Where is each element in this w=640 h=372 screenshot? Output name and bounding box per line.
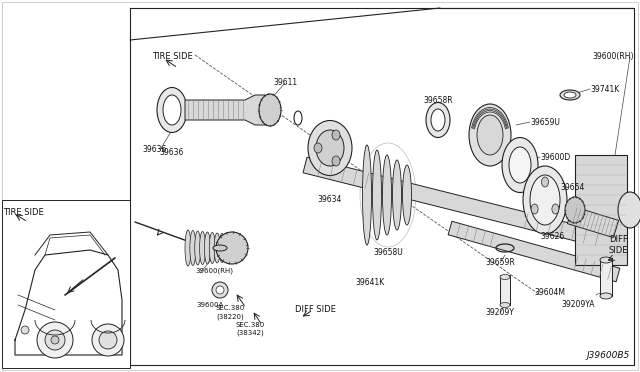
Bar	[575, 155, 627, 265]
Text: 39600(RH): 39600(RH)	[593, 52, 634, 61]
Text: DIFF
SIDE: DIFF SIDE	[608, 235, 628, 255]
Ellipse shape	[214, 233, 220, 263]
Ellipse shape	[477, 115, 503, 155]
Circle shape	[216, 286, 224, 294]
Circle shape	[45, 330, 65, 350]
Text: 39611: 39611	[273, 78, 297, 87]
Ellipse shape	[552, 204, 559, 214]
Ellipse shape	[209, 232, 215, 263]
Ellipse shape	[431, 109, 445, 131]
Ellipse shape	[426, 103, 450, 138]
Ellipse shape	[316, 130, 344, 166]
Polygon shape	[448, 221, 620, 282]
Ellipse shape	[190, 231, 196, 266]
Circle shape	[51, 336, 59, 344]
Ellipse shape	[523, 166, 567, 234]
Text: 39641K: 39641K	[355, 278, 385, 287]
Ellipse shape	[560, 90, 580, 100]
Text: 39659R: 39659R	[485, 258, 515, 267]
Ellipse shape	[618, 192, 640, 228]
Bar	[2, 200, 130, 368]
Text: 39209Y: 39209Y	[486, 308, 515, 317]
Text: 39658U: 39658U	[373, 248, 403, 257]
Ellipse shape	[219, 234, 225, 263]
Ellipse shape	[564, 92, 576, 98]
Text: J39600B5: J39600B5	[587, 351, 630, 360]
Circle shape	[216, 232, 248, 264]
Circle shape	[37, 322, 73, 358]
Ellipse shape	[259, 94, 281, 126]
Ellipse shape	[530, 175, 560, 225]
Text: 39659U: 39659U	[530, 118, 560, 127]
Ellipse shape	[565, 197, 585, 223]
Text: 39741K: 39741K	[590, 85, 620, 94]
Ellipse shape	[314, 143, 322, 153]
Ellipse shape	[308, 121, 352, 176]
Text: 39604M: 39604M	[534, 288, 566, 297]
Ellipse shape	[332, 156, 340, 166]
Text: 39600A: 39600A	[196, 302, 223, 308]
Text: 39654: 39654	[560, 183, 584, 192]
Ellipse shape	[204, 232, 211, 264]
Text: 39636: 39636	[160, 148, 184, 157]
Ellipse shape	[502, 138, 538, 192]
Ellipse shape	[163, 95, 181, 125]
Ellipse shape	[185, 230, 191, 266]
Text: 39636: 39636	[143, 145, 167, 154]
Ellipse shape	[541, 177, 548, 187]
Circle shape	[212, 282, 228, 298]
Ellipse shape	[600, 293, 612, 299]
Polygon shape	[185, 95, 265, 125]
Ellipse shape	[469, 104, 511, 166]
Circle shape	[92, 324, 124, 356]
Text: 39600D: 39600D	[540, 153, 570, 162]
Ellipse shape	[213, 245, 227, 251]
Polygon shape	[303, 157, 602, 247]
Text: TIRE SIDE: TIRE SIDE	[152, 52, 193, 61]
Ellipse shape	[403, 165, 412, 225]
Ellipse shape	[500, 275, 510, 279]
Ellipse shape	[157, 87, 187, 132]
Text: TIRE SIDE: TIRE SIDE	[3, 208, 44, 217]
Text: 39600(RH): 39600(RH)	[195, 268, 233, 275]
Ellipse shape	[195, 231, 201, 265]
Circle shape	[21, 326, 29, 334]
Text: 39634: 39634	[318, 195, 342, 204]
Text: SEC.380: SEC.380	[216, 305, 244, 311]
Circle shape	[99, 331, 117, 349]
Text: (38220): (38220)	[216, 313, 244, 320]
Ellipse shape	[600, 257, 612, 263]
Ellipse shape	[509, 147, 531, 183]
Ellipse shape	[332, 130, 340, 140]
Text: SEC.380: SEC.380	[236, 322, 264, 328]
Ellipse shape	[500, 302, 510, 308]
Text: 39209YA: 39209YA	[561, 300, 595, 309]
Text: 39658R: 39658R	[423, 96, 453, 105]
Ellipse shape	[392, 160, 401, 230]
Ellipse shape	[200, 231, 205, 264]
Ellipse shape	[383, 155, 392, 235]
Ellipse shape	[362, 145, 371, 245]
Bar	[500, 275, 510, 305]
Bar	[600, 258, 612, 296]
Ellipse shape	[531, 204, 538, 214]
Text: DIFF SIDE: DIFF SIDE	[295, 305, 336, 314]
Text: (38342): (38342)	[236, 330, 264, 337]
Polygon shape	[568, 206, 619, 238]
Ellipse shape	[372, 150, 381, 240]
Text: 39626: 39626	[541, 232, 565, 241]
